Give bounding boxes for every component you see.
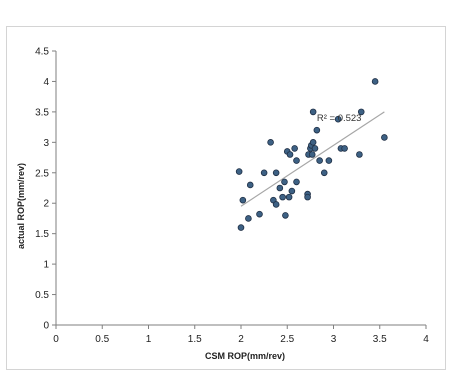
data-points <box>235 78 388 231</box>
data-point <box>381 134 388 141</box>
y-tick-label: 1 <box>43 260 49 271</box>
data-point <box>371 78 379 85</box>
y-tick-label: 1.5 <box>35 229 49 240</box>
data-point <box>341 145 348 152</box>
x-tick-label: 0.5 <box>95 334 109 345</box>
data-point <box>293 178 300 186</box>
y-tick-label: 0 <box>43 321 49 332</box>
data-point <box>246 181 254 189</box>
y-tick-label: 4.5 <box>35 47 49 58</box>
y-axis-label: actual ROP(mm/rev) <box>16 163 26 249</box>
y-tick-label: 0.5 <box>35 290 49 301</box>
data-point <box>313 126 321 134</box>
data-point <box>267 139 274 146</box>
data-point <box>334 115 342 123</box>
data-point <box>309 108 317 116</box>
data-point <box>282 212 289 219</box>
trendline <box>240 111 385 207</box>
data-point <box>286 151 294 158</box>
data-point <box>316 157 323 164</box>
data-point <box>325 157 333 164</box>
data-point <box>281 178 288 186</box>
data-point <box>285 193 293 201</box>
data-point <box>260 169 268 177</box>
x-tick-label: 0 <box>53 334 59 345</box>
data-point <box>245 215 252 222</box>
data-point <box>356 151 363 158</box>
data-point <box>288 187 296 195</box>
x-axis-label: CSM ROP(mm/rev) <box>205 351 285 361</box>
y-tick-label: 3.5 <box>35 107 49 118</box>
data-point <box>272 201 280 208</box>
y-tick-label: 4 <box>43 77 49 88</box>
x-tick-label: 3 <box>331 334 337 345</box>
x-axis-ticks: 0 0.5 1 1.5 2 2.5 3 3.5 4 <box>53 325 429 345</box>
x-tick-label: 4 <box>423 334 429 345</box>
x-tick-label: 1 <box>146 334 152 345</box>
data-point <box>308 151 316 158</box>
data-point <box>276 184 284 192</box>
x-tick-label: 2.5 <box>280 334 294 345</box>
data-point <box>279 193 286 201</box>
y-tick-label: 3 <box>43 138 49 149</box>
y-tick-label: 2 <box>43 199 49 210</box>
x-tick-label: 2 <box>238 334 244 345</box>
x-tick-label: 1.5 <box>188 334 202 345</box>
data-point <box>309 139 317 146</box>
data-point <box>235 168 243 175</box>
data-point <box>320 169 328 177</box>
data-point <box>304 193 311 201</box>
data-point <box>291 145 298 152</box>
y-axis-ticks: 0 0.5 1 1.5 2 2.5 3 3.5 4 4.5 <box>35 47 56 332</box>
data-point <box>256 210 263 218</box>
r-squared-annotation: R² = 0.523 <box>317 113 362 124</box>
data-point <box>272 169 280 177</box>
data-point <box>239 196 247 204</box>
data-point <box>357 108 365 116</box>
data-point <box>237 224 245 231</box>
y-tick-label: 2.5 <box>35 168 49 179</box>
data-point <box>311 145 319 152</box>
data-point <box>293 157 300 164</box>
x-tick-label: 3.5 <box>373 334 387 345</box>
